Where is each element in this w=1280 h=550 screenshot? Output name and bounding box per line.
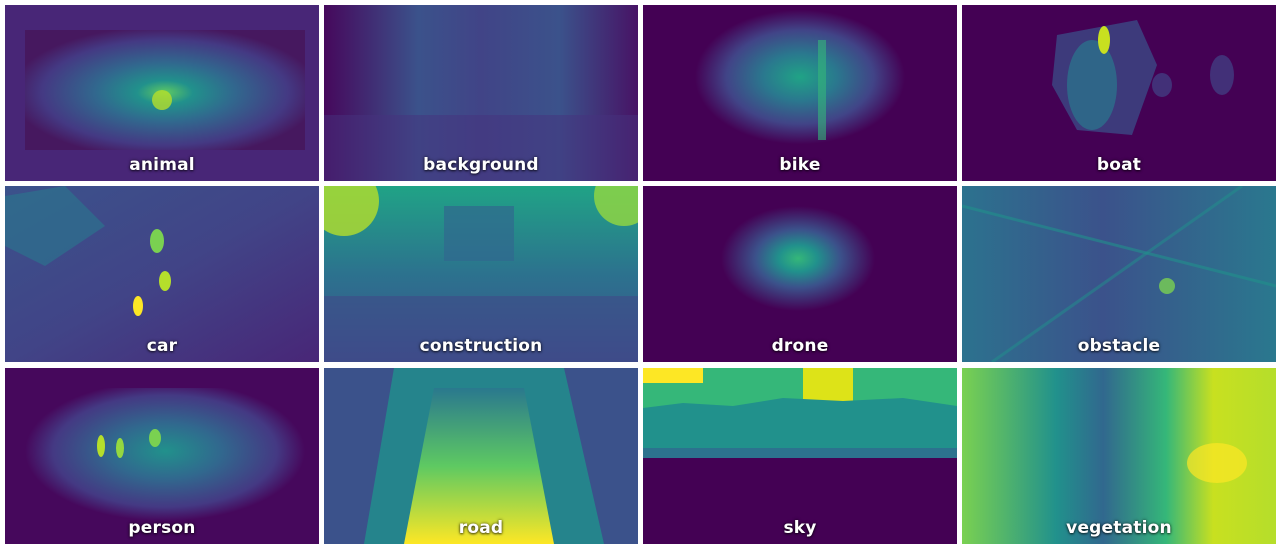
heatmap-image-car xyxy=(5,186,319,362)
heatmap-image-obstacle xyxy=(962,186,1276,362)
heatmap-tile-sky: sky xyxy=(643,368,957,544)
heatmap-label-background: background xyxy=(423,155,539,175)
heatmap-image-road xyxy=(324,368,638,544)
heatmap-image-sky xyxy=(643,368,957,544)
heatmap-image-vegetation xyxy=(962,368,1276,544)
heatmap-label-obstacle: obstacle xyxy=(1077,336,1161,356)
heatmap-tile-car: car xyxy=(5,186,319,362)
heatmap-image-background xyxy=(324,5,638,181)
heatmap-tile-animal: animal xyxy=(5,5,319,181)
heatmap-tile-construction: construction xyxy=(324,186,638,362)
heatmap-tile-drone: drone xyxy=(643,186,957,362)
heatmap-tile-obstacle: obstacle xyxy=(962,186,1276,362)
heatmap-label-boat: boat xyxy=(1096,155,1142,175)
heatmap-label-vegetation: vegetation xyxy=(1066,518,1172,538)
heatmap-image-drone xyxy=(643,186,957,362)
heatmap-label-sky: sky xyxy=(783,518,817,538)
heatmap-image-animal xyxy=(5,5,319,181)
heatmap-tile-road: road xyxy=(324,368,638,544)
heatmap-label-car: car xyxy=(146,336,178,356)
heatmap-image-bike xyxy=(643,5,957,181)
heatmap-image-person xyxy=(5,368,319,544)
heatmap-label-bike: bike xyxy=(779,155,821,175)
heatmap-label-road: road xyxy=(458,518,504,538)
heatmap-tile-background: background xyxy=(324,5,638,181)
heatmap-tile-person: person xyxy=(5,368,319,544)
heatmap-label-person: person xyxy=(128,518,196,538)
heatmap-tile-boat: boat xyxy=(962,5,1276,181)
heatmap-label-construction: construction xyxy=(419,336,543,356)
heatmap-tile-bike: bike xyxy=(643,5,957,181)
heatmap-image-boat xyxy=(962,5,1276,181)
heatmap-image-construction xyxy=(324,186,638,362)
heatmap-tile-vegetation: vegetation xyxy=(962,368,1276,544)
heatmap-label-animal: animal xyxy=(129,155,195,175)
heatmap-label-drone: drone xyxy=(771,336,829,356)
